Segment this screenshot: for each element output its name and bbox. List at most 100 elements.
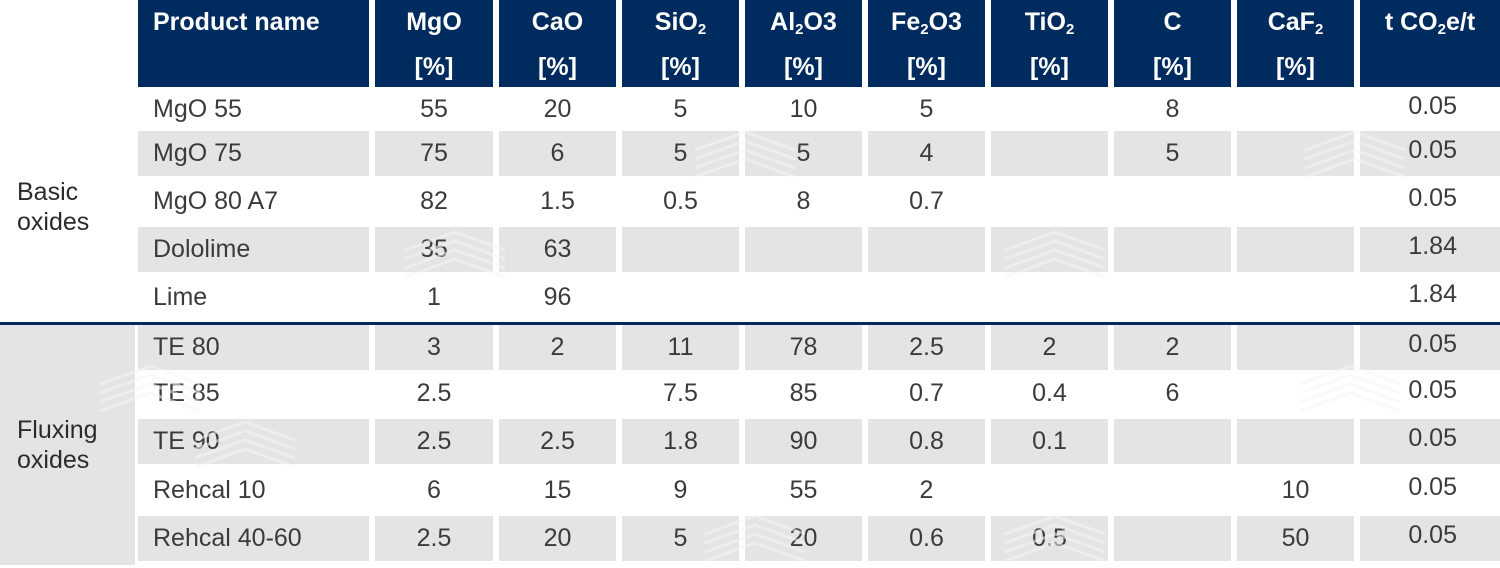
group-label-basic-oxides: Basic oxides xyxy=(17,178,90,236)
value-cell-sio2: 1.8 xyxy=(622,419,739,464)
column-header-name: Product name xyxy=(153,8,320,36)
value-cell-mgo: 82 xyxy=(420,187,448,215)
column-header-subscript: 2 xyxy=(920,21,929,38)
value-cell-cao: 2.5 xyxy=(499,419,616,464)
chevron-watermark-icon xyxy=(404,230,506,279)
value-cell-cao: 15 xyxy=(543,476,572,504)
product-name-cell: TE 80 xyxy=(138,325,369,370)
value-cell-sio2 xyxy=(622,275,739,320)
value-cell-cao: 20 xyxy=(499,516,616,561)
product-name-cell: Rehcal 10 xyxy=(153,476,266,504)
value-cell-co2: 0.05 xyxy=(1360,516,1500,561)
value-cell-fe2o3: 4 xyxy=(868,131,985,176)
column-header-tio2: TiO2 [%] xyxy=(991,0,1108,87)
column-header-unit: [%] xyxy=(907,53,946,81)
value-cell-caf2 xyxy=(1237,227,1354,272)
product-name-cell: TE 85 xyxy=(153,379,220,407)
value-cell-al2o3: 10 xyxy=(789,95,818,123)
value-cell-fe2o3: 5 xyxy=(919,95,934,123)
column-header-al2o3: Al2O3 [%] xyxy=(745,0,862,87)
column-header-unit: [%] xyxy=(414,53,454,81)
group-label-fluxing-oxides: Fluxing oxides xyxy=(17,416,98,474)
chevron-watermark-icon xyxy=(704,514,806,563)
value-cell-fe2o3: 2 xyxy=(919,476,934,504)
value-cell-tio2: 0.1 xyxy=(991,419,1108,464)
value-cell-fe2o3 xyxy=(868,275,985,320)
value-cell-tio2 xyxy=(991,179,1108,224)
value-cell-cao: 1.5 xyxy=(540,187,575,215)
chevron-watermark-icon xyxy=(694,130,796,179)
value-cell-al2o3: 90 xyxy=(745,419,862,464)
column-header-unit: [%] xyxy=(538,53,577,81)
value-cell-co2: 0.05 xyxy=(1408,376,1457,404)
column-header-mgo: MgO [%] xyxy=(375,0,493,87)
product-name-cell: Rehcal 40-60 xyxy=(138,516,369,561)
value-cell-fe2o3: 2.5 xyxy=(868,325,985,370)
value-cell-mgo: 2.5 xyxy=(375,419,493,464)
value-cell-fe2o3: 0.8 xyxy=(868,419,985,464)
column-header-unit: [%] xyxy=(661,53,700,81)
value-cell-sio2: 5 xyxy=(673,95,688,123)
column-header-title: MgO xyxy=(375,7,493,37)
value-cell-cao: 20 xyxy=(543,95,572,123)
column-header-co2: t CO2e/t xyxy=(1360,0,1500,87)
chevron-watermark-icon xyxy=(1004,514,1106,563)
value-cell-cao: 2 xyxy=(499,325,616,370)
value-cell-mgo: 6 xyxy=(427,476,441,504)
column-header-unit: [%] xyxy=(1030,53,1069,81)
value-cell-caf2: 10 xyxy=(1281,476,1310,504)
value-cell-caf2 xyxy=(1237,179,1354,224)
value-cell-c xyxy=(1114,468,1231,513)
column-header-title: Fe2O3 xyxy=(868,7,985,45)
value-cell-sio2: 0.5 xyxy=(663,187,698,215)
value-cell-fe2o3 xyxy=(868,227,985,272)
column-header-name: Fe xyxy=(891,8,921,36)
value-cell-al2o3: 78 xyxy=(745,325,862,370)
value-cell-caf2 xyxy=(1237,325,1354,370)
value-cell-cao xyxy=(499,371,616,416)
column-header-sio2: SiO2 [%] xyxy=(622,0,739,87)
product-name-cell: MgO 55 xyxy=(153,95,242,123)
column-header-caf2: CaF2 [%] xyxy=(1237,0,1354,87)
column-header-cao: CaO [%] xyxy=(499,0,616,87)
group-divider xyxy=(0,322,1500,325)
value-cell-al2o3: 55 xyxy=(789,476,818,504)
column-header-suffix: O3 xyxy=(803,8,837,36)
column-header-subscript: 2 xyxy=(1437,21,1446,38)
column-header-subscript: 2 xyxy=(697,21,707,38)
value-cell-c xyxy=(1114,227,1231,272)
value-cell-al2o3 xyxy=(745,275,862,320)
value-cell-tio2: 2 xyxy=(991,325,1108,370)
column-header-name: Al xyxy=(770,8,796,36)
column-header-title: Al2O3 xyxy=(745,7,862,45)
column-header-unit: [%] xyxy=(1276,53,1315,81)
value-cell-c: 2 xyxy=(1114,325,1231,370)
value-cell-caf2 xyxy=(1237,275,1354,320)
value-cell-cao: 63 xyxy=(499,227,616,272)
value-cell-cao: 96 xyxy=(543,283,572,311)
value-cell-co2: 0.05 xyxy=(1360,419,1500,464)
value-cell-c xyxy=(1114,419,1231,464)
value-cell-fe2o3: 0.7 xyxy=(909,379,944,407)
column-header-subscript: 2 xyxy=(1314,21,1324,38)
column-header-title: C xyxy=(1114,7,1231,37)
column-header-unit: [%] xyxy=(1153,53,1192,81)
column-header-subscript: 2 xyxy=(795,21,804,38)
chevron-watermark-icon xyxy=(194,420,296,469)
value-cell-c: 8 xyxy=(1165,95,1180,123)
fluxing-group-band xyxy=(0,325,135,565)
column-header-name: t CO xyxy=(1384,8,1438,36)
value-cell-co2: 0.05 xyxy=(1408,473,1457,501)
value-cell-cao: 6 xyxy=(499,131,616,176)
value-cell-co2: 0.05 xyxy=(1360,325,1500,370)
column-header-title: SiO2 xyxy=(622,7,739,45)
column-header-suffix: e/t xyxy=(1445,8,1476,36)
column-header-title: TiO2 xyxy=(991,7,1108,45)
value-cell-co2: 0.05 xyxy=(1408,184,1457,212)
column-header-unit: [%] xyxy=(784,53,823,81)
value-cell-mgo: 2.5 xyxy=(375,516,493,561)
product-name-cell: Lime xyxy=(153,283,208,311)
column-header-title: t CO2e/t xyxy=(1360,7,1500,45)
column-header-name: SiO xyxy=(654,8,698,36)
value-cell-fe2o3: 0.7 xyxy=(909,187,944,215)
